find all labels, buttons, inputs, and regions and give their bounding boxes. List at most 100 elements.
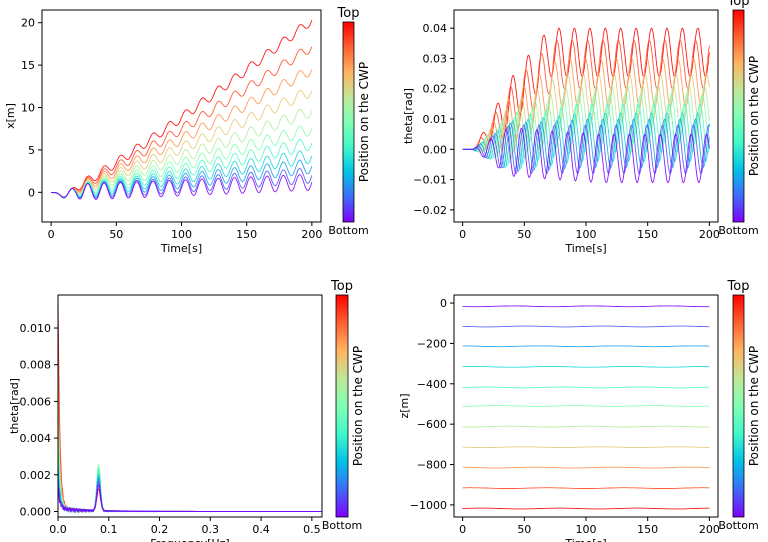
- series-line-5: [57, 416, 322, 514]
- series-line-3: [50, 69, 313, 198]
- series-line-11: [462, 128, 710, 184]
- colorbar-label: Position on the CWP: [351, 346, 365, 466]
- chart-x-vs-time: 0 50 100 150 200 0 5 10 15 20 Time[s] x[m]: [4, 9, 322, 255]
- y-tick-label: −400: [417, 378, 447, 391]
- y-tick-label: 0.00: [423, 143, 448, 156]
- x-tick-label: 100: [576, 523, 597, 536]
- colorbar-gradient: [732, 294, 745, 518]
- y-tick-label: 0.004: [20, 432, 52, 445]
- y-axis-label: theta[rad]: [402, 88, 415, 144]
- y-axis-label: x[m]: [4, 103, 17, 129]
- x-tick-label: 50: [517, 228, 531, 241]
- y-axis-label: z[m]: [398, 393, 411, 418]
- series-line-1: [50, 20, 313, 198]
- colorbar: Top Bottom Position on the CWP: [322, 279, 365, 532]
- series-line-11: [57, 484, 322, 513]
- x-tick-label: 100: [171, 228, 192, 241]
- x-tick-label: 50: [517, 523, 531, 536]
- series-line-4: [462, 446, 710, 449]
- chart-z-vs-time: 0 50 100 150 200 −1000 −800 −600 −400 −200 0 Time[s…: [398, 294, 720, 542]
- y-tick-label: −600: [417, 418, 447, 431]
- colorbar: Top Bottom Position on the CWP: [328, 6, 371, 237]
- y-tick-label: 0.01: [423, 113, 448, 126]
- x-axis-label: Time[s]: [160, 242, 202, 255]
- x-tick-label: 0.3: [202, 523, 220, 536]
- colorbar-top-label: Top: [727, 0, 750, 9]
- series-line-5: [50, 108, 313, 198]
- series-line-2: [50, 46, 313, 198]
- y-tick-label: 0.008: [20, 359, 52, 372]
- y-tick-label: 10: [21, 102, 35, 115]
- series-line-6: [50, 125, 313, 198]
- series-line-3: [462, 57, 710, 150]
- series-line-6: [462, 405, 710, 407]
- series-line-5: [462, 84, 710, 159]
- colorbar-bottom-label: Bottom: [328, 224, 368, 237]
- series-line-7: [50, 138, 313, 198]
- x-tick-label: 200: [301, 228, 322, 241]
- colorbar: Top Bottom Position on the CWP: [718, 279, 761, 532]
- series-line-5: [462, 425, 710, 428]
- colorbar-label: Position on the CWP: [747, 346, 761, 466]
- y-tick-label: 0.010: [20, 322, 52, 335]
- x-tick-label: 200: [699, 523, 720, 536]
- series-line-7: [462, 386, 710, 389]
- colorbar: Top Bottom Position on the CWP: [718, 0, 761, 237]
- y-axis-label: theta[rad]: [8, 378, 21, 434]
- y-tick-label: −800: [417, 459, 447, 472]
- y-tick-label: 0.002: [20, 469, 52, 482]
- x-tick-label: 0: [459, 228, 466, 241]
- colorbar-top-label: Top: [727, 279, 750, 294]
- y-tick-label: 0: [28, 186, 35, 199]
- colorbar-top-label: Top: [337, 6, 360, 21]
- y-tick-label: 0.03: [423, 52, 448, 65]
- x-tick-label: 0.5: [303, 523, 321, 536]
- series-line-8: [462, 365, 710, 368]
- series-line-10: [462, 124, 710, 174]
- colorbar-bottom-label: Bottom: [718, 224, 758, 237]
- x-tick-label: 150: [637, 228, 658, 241]
- x-axis-label: Time[s]: [564, 537, 606, 542]
- x-tick-label: 150: [637, 523, 658, 536]
- series-line-9: [462, 345, 710, 348]
- x-axis-label: Frequency[Hz]: [150, 537, 229, 542]
- x-tick-label: 0.1: [100, 523, 118, 536]
- x-tick-label: 0: [48, 228, 55, 241]
- axes-frame: [57, 294, 323, 518]
- series-line-1: [462, 507, 710, 510]
- x-tick-label: 200: [699, 228, 720, 241]
- series-line-11: [462, 305, 710, 308]
- y-tick-label: −0.01: [413, 174, 447, 187]
- x-tick-label: 100: [576, 228, 597, 241]
- colorbar-label: Position on the CWP: [747, 56, 761, 176]
- series-line-10: [50, 168, 313, 199]
- colorbar-gradient: [342, 21, 355, 223]
- colorbar-gradient: [335, 294, 349, 518]
- series-line-3: [462, 466, 710, 469]
- y-tick-label: −0.02: [413, 204, 447, 217]
- x-tick-label: 50: [109, 228, 123, 241]
- y-tick-label: −1000: [410, 499, 447, 512]
- colorbar-top-label: Top: [330, 279, 353, 294]
- series-line-8: [50, 150, 313, 198]
- y-tick-label: −200: [417, 337, 447, 350]
- x-tick-label: 150: [236, 228, 257, 241]
- x-tick-label: 0.0: [49, 523, 67, 536]
- series-line-11: [50, 174, 313, 200]
- colorbar-gradient: [732, 9, 745, 223]
- series-line-8: [462, 112, 710, 169]
- y-tick-label: 0.02: [423, 83, 448, 96]
- colorbar-label: Position on the CWP: [357, 62, 371, 182]
- x-tick-label: 0.2: [151, 523, 169, 536]
- series-line-9: [462, 118, 710, 172]
- x-tick-label: 0: [459, 523, 466, 536]
- series-line-9: [50, 159, 313, 199]
- y-tick-label: 0.000: [20, 505, 52, 518]
- y-tick-label: 20: [21, 17, 35, 30]
- chart-theta-vs-time: 0 50 100 150 200 −0.02 −0.01 0.00 0.01 0.02 0.03 0.…: [402, 9, 720, 255]
- x-tick-label: 0.4: [252, 523, 270, 536]
- series-line-4: [50, 89, 313, 198]
- y-tick-label: 5: [28, 144, 35, 157]
- y-tick-label: 0.04: [423, 22, 448, 35]
- colorbar-bottom-label: Bottom: [718, 519, 758, 532]
